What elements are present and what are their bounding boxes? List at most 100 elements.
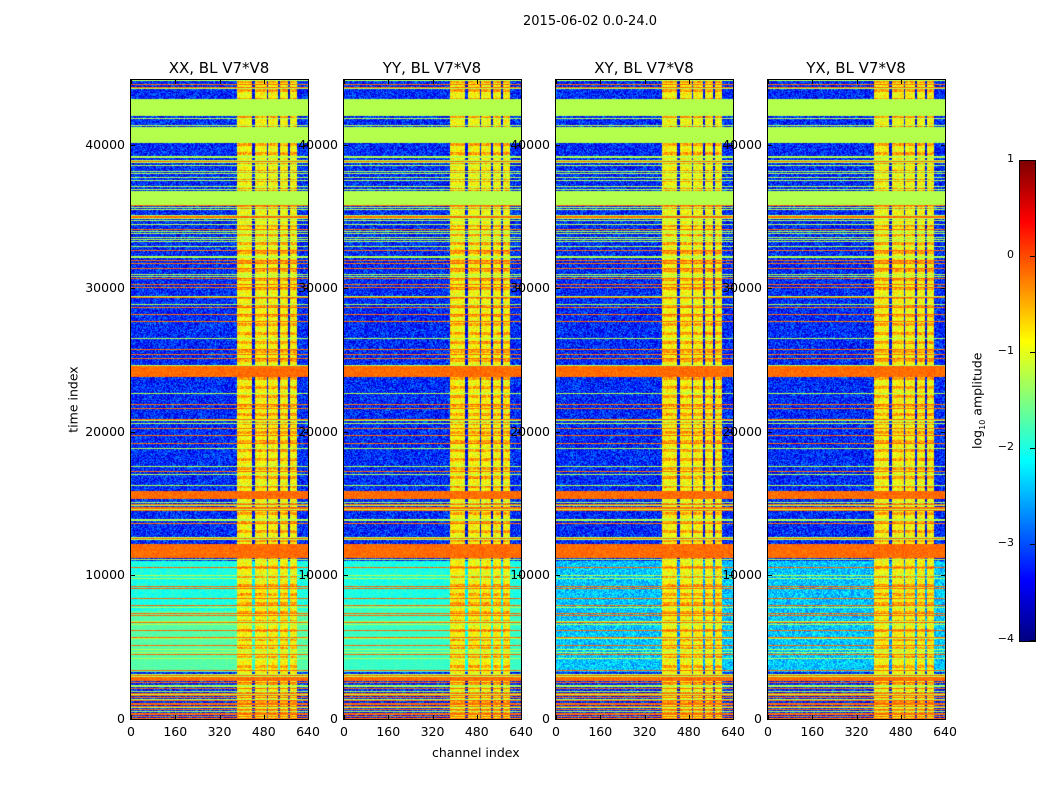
panel-title: YX, BL V7*V8 xyxy=(806,59,906,77)
x-tick-mark xyxy=(945,715,946,719)
x-tick-mark xyxy=(688,715,690,719)
y-tick-label: 20000 xyxy=(298,423,338,439)
x-tick-label: 320 xyxy=(207,724,232,739)
y-tick-label: 30000 xyxy=(298,280,338,296)
x-tick-label: 320 xyxy=(632,724,657,739)
x-tick-mark xyxy=(388,80,390,84)
x-tick-mark xyxy=(131,715,132,719)
x-tick-mark xyxy=(344,80,345,84)
x-tick-label: 160 xyxy=(163,724,188,739)
y-tick-label: 40000 xyxy=(510,136,550,152)
y-tick-mark xyxy=(304,288,308,290)
y-tick-label: 20000 xyxy=(722,423,762,439)
colorbar-label-sub: 10 xyxy=(977,419,987,430)
x-tick-mark xyxy=(308,80,309,84)
y-tick-mark xyxy=(556,431,560,433)
heatmap-image xyxy=(556,80,733,719)
colorbar-tick-mark xyxy=(1030,448,1035,449)
y-tick-label: 30000 xyxy=(85,280,125,296)
y-tick-label: 0 xyxy=(330,711,338,726)
y-tick-label: 10000 xyxy=(510,567,550,583)
x-tick-label: 0 xyxy=(127,724,135,739)
y-tick-label: 40000 xyxy=(722,136,762,152)
heatmap-panel-yy xyxy=(343,79,522,720)
x-tick-label: 640 xyxy=(296,724,320,739)
colorbar-tick-mark xyxy=(1030,352,1035,353)
x-tick-mark xyxy=(556,715,557,719)
panel-title: XX, BL V7*V8 xyxy=(168,59,270,77)
x-tick-mark xyxy=(900,715,902,719)
x-tick-mark xyxy=(768,715,769,719)
y-tick-mark xyxy=(768,144,772,146)
x-tick-label: 0 xyxy=(552,724,560,739)
x-tick-mark xyxy=(344,715,345,719)
y-tick-label: 0 xyxy=(542,711,550,726)
x-tick-label: 320 xyxy=(420,724,445,739)
x-tick-mark xyxy=(175,80,177,84)
y-tick-mark xyxy=(131,719,135,720)
y-tick-mark xyxy=(517,575,521,577)
colorbar-label: log10 amplitude xyxy=(969,353,987,449)
y-tick-mark xyxy=(729,144,733,146)
y-tick-label: 0 xyxy=(117,711,125,726)
y-tick-mark xyxy=(131,288,135,290)
y-tick-label: 20000 xyxy=(85,423,125,439)
y-tick-mark xyxy=(304,144,308,146)
y-tick-mark xyxy=(517,719,521,720)
y-tick-label: 10000 xyxy=(298,567,338,583)
x-tick-mark xyxy=(812,80,814,84)
y-tick-mark xyxy=(344,719,348,720)
y-tick-mark xyxy=(729,575,733,577)
y-tick-mark xyxy=(131,575,135,577)
x-tick-label: 480 xyxy=(888,724,913,739)
y-tick-mark xyxy=(729,288,733,290)
x-tick-label: 320 xyxy=(844,724,869,739)
x-tick-mark xyxy=(263,80,265,84)
colorbar-tick-label: 1 xyxy=(1007,152,1014,165)
x-axis-label: channel index xyxy=(432,745,520,760)
x-tick-mark xyxy=(263,715,265,719)
x-tick-mark xyxy=(768,80,769,84)
y-tick-label: 10000 xyxy=(722,567,762,583)
colorbar-tick-label: −4 xyxy=(997,632,1014,645)
y-tick-mark xyxy=(517,288,521,290)
y-tick-mark xyxy=(941,288,945,290)
y-tick-mark xyxy=(344,431,348,433)
y-tick-mark xyxy=(304,719,308,720)
colorbar-tick-label: −2 xyxy=(997,440,1014,453)
heatmap-panel-yx xyxy=(767,79,946,720)
x-tick-mark xyxy=(476,80,478,84)
heatmap-image xyxy=(768,80,945,719)
y-tick-mark xyxy=(517,144,521,146)
colorbar-tick-label: −3 xyxy=(997,536,1014,549)
y-tick-mark xyxy=(344,144,348,146)
y-tick-label: 30000 xyxy=(722,280,762,296)
x-tick-mark xyxy=(600,80,602,84)
y-tick-label: 40000 xyxy=(298,136,338,152)
x-tick-label: 0 xyxy=(764,724,772,739)
y-tick-label: 40000 xyxy=(85,136,125,152)
colorbar-tick-label: −1 xyxy=(997,344,1014,357)
x-tick-label: 480 xyxy=(251,724,276,739)
x-tick-mark xyxy=(219,715,221,719)
colorbar xyxy=(1019,160,1036,642)
y-tick-mark xyxy=(304,575,308,577)
figure-title: 2015-06-02 0.0-24.0 xyxy=(523,14,657,29)
x-tick-mark xyxy=(644,80,646,84)
y-tick-label: 10000 xyxy=(85,567,125,583)
x-tick-label: 160 xyxy=(588,724,613,739)
x-tick-label: 640 xyxy=(933,724,957,739)
y-tick-mark xyxy=(517,431,521,433)
x-tick-mark xyxy=(556,80,557,84)
x-tick-label: 160 xyxy=(800,724,825,739)
y-tick-mark xyxy=(556,288,560,290)
x-tick-mark xyxy=(219,80,221,84)
x-tick-label: 0 xyxy=(340,724,348,739)
x-tick-mark xyxy=(900,80,902,84)
x-tick-mark xyxy=(308,715,309,719)
y-tick-mark xyxy=(768,288,772,290)
x-tick-label: 640 xyxy=(509,724,533,739)
y-tick-mark xyxy=(556,144,560,146)
panel-title: XY, BL V7*V8 xyxy=(594,59,694,77)
y-tick-label: 20000 xyxy=(510,423,550,439)
